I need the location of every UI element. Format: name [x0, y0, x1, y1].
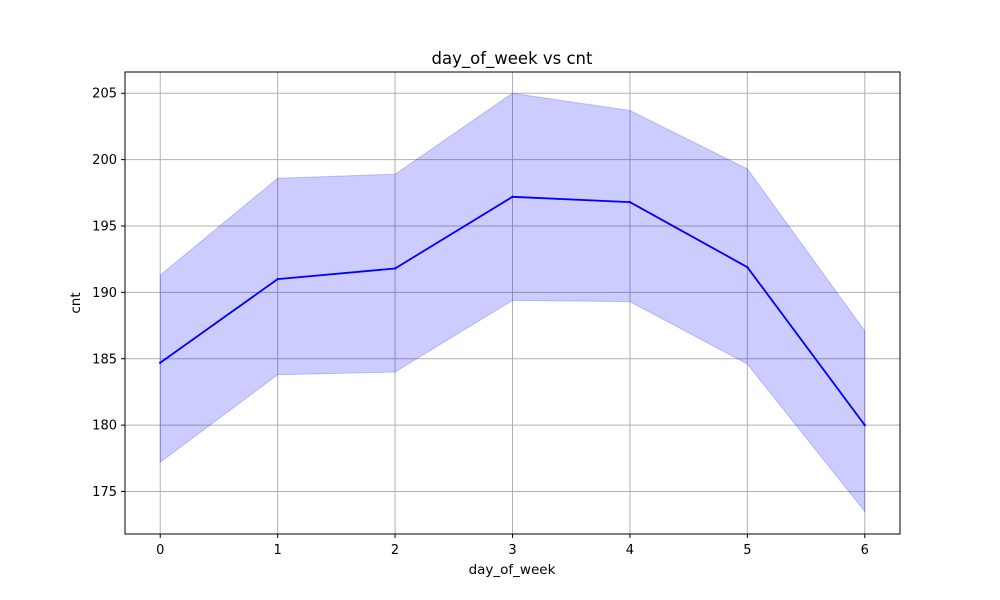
data-point [159, 361, 162, 364]
y-axis-label: cnt [68, 292, 84, 313]
x-axis-ticks: 0 1 2 3 4 5 6 [156, 534, 869, 558]
x-tick-label: 5 [743, 543, 751, 558]
y-tick-label: 185 [92, 352, 117, 367]
y-tick-label: 195 [92, 220, 117, 235]
y-tick-label: 180 [92, 419, 117, 434]
data-point [746, 265, 749, 269]
x-tick-label: 3 [508, 543, 516, 558]
data-point [393, 267, 397, 270]
confidence-band [159, 92, 866, 513]
data-point [511, 195, 514, 198]
y-axis-ticks: 175 180 185 190 195 200 205 [92, 87, 125, 500]
y-tick-label: 175 [92, 485, 117, 500]
y-tick-label: 205 [92, 87, 117, 102]
data-point [628, 200, 632, 204]
x-axis-label: day_of_week [469, 562, 556, 578]
data-point [863, 423, 866, 427]
confidence-band-layer [159, 92, 866, 513]
x-tick-label: 2 [391, 543, 399, 558]
y-tick-label: 190 [92, 286, 117, 301]
x-tick-label: 6 [861, 543, 869, 558]
series-line-layer [159, 195, 866, 427]
grid-lines [125, 72, 900, 534]
x-tick-label: 0 [156, 543, 164, 558]
y-tick-label: 200 [92, 153, 117, 168]
x-tick-label: 4 [626, 543, 634, 558]
chart-title: day_of_week vs cnt [432, 49, 593, 69]
x-tick-label: 1 [274, 543, 282, 558]
data-point [276, 277, 279, 281]
